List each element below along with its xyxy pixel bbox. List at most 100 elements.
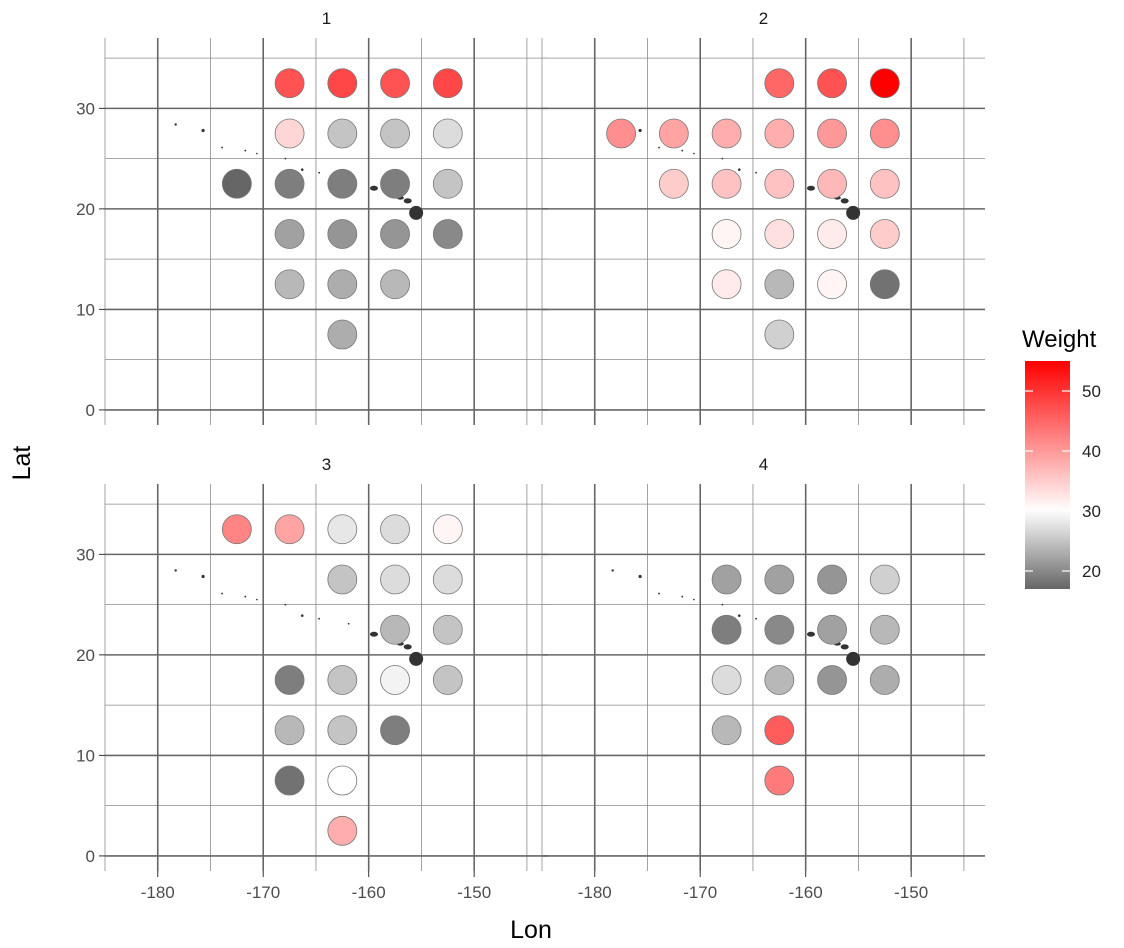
y-tick-label: 10 [76,300,95,319]
data-point [275,766,304,795]
y-tick-label: 20 [76,200,95,219]
legend-title: Weight [1022,326,1097,353]
data-point [433,666,462,695]
data-point [765,69,794,98]
data-point [433,220,462,249]
data-point [818,220,847,249]
facet-label: 3 [322,455,331,474]
facet-label: 4 [759,455,768,474]
data-point [222,515,251,544]
data-point [870,666,899,695]
data-point [765,270,794,299]
data-point [222,169,251,198]
x-tick-label: -180 [578,883,612,902]
data-point [381,220,410,249]
facet-panel-4: 4 -180 -170 -160 -150 [542,455,985,902]
x-tick-label: -180 [141,883,175,902]
data-point [765,716,794,745]
data-point [765,666,794,695]
data-point [433,119,462,148]
y-tick-label: 30 [76,545,95,564]
data-point [765,220,794,249]
data-point [818,169,847,198]
data-point [328,716,357,745]
data-point [433,169,462,198]
data-point [433,615,462,644]
y-tick-label: 20 [76,646,95,665]
data-point [433,69,462,98]
data-point [765,119,794,148]
data-point [328,565,357,594]
data-point [870,270,899,299]
data-point [818,666,847,695]
y-tick-label: 10 [76,746,95,765]
y-tick-label: 0 [86,401,95,420]
facet-label: 1 [322,9,331,28]
data-point [328,666,357,695]
data-point [275,270,304,299]
x-axis-title: Lon [510,916,552,944]
data-point [870,69,899,98]
data-point [765,615,794,644]
y-axis: 0 10 20 30 [76,99,105,420]
legend-colorbar [1025,361,1070,589]
facet-label: 2 [759,9,768,28]
data-point [381,119,410,148]
y-axis: 0 10 20 30 [76,545,105,866]
data-point [870,220,899,249]
data-point [275,716,304,745]
data-point [433,565,462,594]
gridlines [105,484,548,871]
data-point [328,169,357,198]
data-point [328,816,357,845]
data-point [765,565,794,594]
data-point [818,565,847,594]
x-tick-label: -150 [894,883,928,902]
data-point [712,119,741,148]
data-point [275,515,304,544]
data-point [659,169,688,198]
data-point [607,119,636,148]
x-tick-label: -150 [457,883,491,902]
x-tick-label: -170 [683,883,717,902]
data-point [712,565,741,594]
data-point [870,565,899,594]
data-point [275,666,304,695]
data-point [381,169,410,198]
data-points [222,515,462,846]
data-point [712,615,741,644]
data-point [275,69,304,98]
data-point [712,270,741,299]
data-point [328,270,357,299]
data-point [381,69,410,98]
data-point [381,615,410,644]
data-point [870,119,899,148]
x-axis: -180 -170 -160 -150 [141,871,491,902]
legend-label: 50 [1082,382,1101,401]
facet-panel-2: 2 [542,9,985,425]
data-point [381,515,410,544]
data-point [765,169,794,198]
data-point [765,766,794,795]
data-point [818,119,847,148]
gridlines [542,484,985,871]
legend-label: 20 [1082,562,1101,581]
data-point [381,666,410,695]
data-point [712,169,741,198]
data-point [328,220,357,249]
legend-label: 30 [1082,502,1101,521]
y-tick-label: 30 [76,99,95,118]
data-point [381,565,410,594]
data-point [328,119,357,148]
data-point [659,119,688,148]
data-point [381,716,410,745]
data-point [818,270,847,299]
data-point [328,766,357,795]
y-axis-title: Lat [8,446,36,481]
data-point [870,615,899,644]
data-point [381,270,410,299]
data-point [433,515,462,544]
